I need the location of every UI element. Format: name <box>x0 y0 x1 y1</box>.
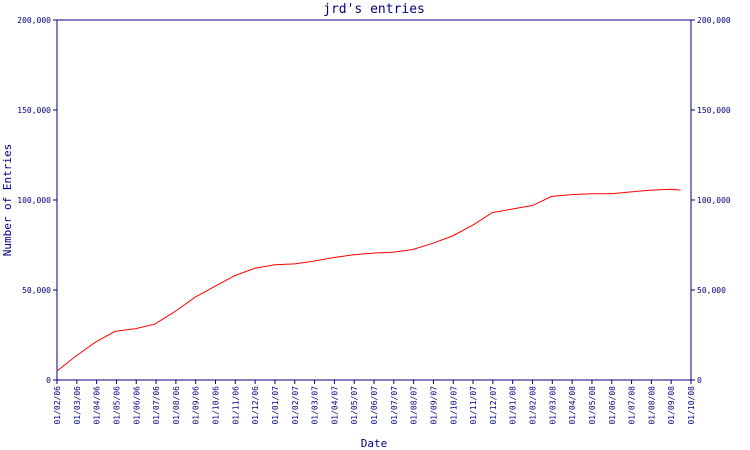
x-tick-label: 01/11/07 <box>469 386 478 425</box>
y-tick-label-right: 50,000 <box>697 286 726 295</box>
x-tick-label: 01/09/06 <box>192 386 201 425</box>
x-tick-label: 01/12/06 <box>251 386 260 425</box>
y-tick-label-right: 100,000 <box>697 196 731 205</box>
x-tick-label: 01/02/06 <box>53 386 62 425</box>
y-axis-right: 0 50,000 100,000 150,000 200,000 <box>691 16 731 385</box>
x-tick-label: 01/06/06 <box>132 386 141 425</box>
y-tick-label-right: 0 <box>697 376 702 385</box>
x-tick-label: 01/10/08 <box>687 386 696 425</box>
x-tick-label: 01/05/08 <box>588 386 597 425</box>
x-tick-label: 01/02/08 <box>529 386 538 425</box>
x-tick-label: 01/05/07 <box>350 386 359 425</box>
x-axis-label: Date <box>361 437 388 450</box>
x-tick-label: 01/08/07 <box>410 386 419 425</box>
series-layer <box>56 188 681 372</box>
x-tick-label: 01/08/08 <box>647 386 656 425</box>
x-tick-label: 01/02/07 <box>291 386 300 425</box>
x-tick-label: 01/05/06 <box>112 386 121 425</box>
x-tick-label: 01/07/08 <box>628 386 637 425</box>
x-tick-label: 01/01/07 <box>271 386 280 425</box>
plot-frame <box>56 19 692 381</box>
x-tick-label: 01/09/07 <box>429 386 438 425</box>
x-tick-label: 01/10/06 <box>212 386 221 425</box>
x-tick-label: 01/11/06 <box>231 386 240 425</box>
x-tick-label: 01/09/08 <box>667 386 676 425</box>
y-tick-label-left: 150,000 <box>17 106 51 115</box>
x-tick-label: 01/03/07 <box>311 386 320 425</box>
y-tick-label-left: 200,000 <box>17 16 51 25</box>
x-tick-label: 01/07/07 <box>390 386 399 425</box>
x-tick-label: 01/03/08 <box>548 386 557 425</box>
chart-title: jrd's entries <box>323 2 425 17</box>
x-tick-label: 01/04/08 <box>568 386 577 425</box>
y-axis-left: 0 50,000 100,000 150,000 200,000 <box>17 16 57 385</box>
x-tick-label: 01/06/07 <box>370 386 379 425</box>
y-tick-label-left: 50,000 <box>22 286 51 295</box>
y-tick-label-right: 150,000 <box>697 106 731 115</box>
x-tick-label: 01/07/06 <box>152 386 161 425</box>
x-tick-label: 01/06/08 <box>608 386 617 425</box>
x-tick-label: 01/04/06 <box>93 386 102 425</box>
x-tick-label: 01/04/07 <box>330 386 339 425</box>
y-tick-label-left: 0 <box>46 376 51 385</box>
y-tick-label-left: 100,000 <box>17 196 51 205</box>
y-tick-label-right: 200,000 <box>697 16 731 25</box>
x-tick-label: 01/12/07 <box>489 386 498 425</box>
series-line <box>56 188 681 372</box>
y-axis-label: Number of Entries <box>1 144 14 257</box>
x-tick-label: 01/03/06 <box>73 386 82 425</box>
x-axis: 01/02/06 01/03/06 01/04/06 01/05/06 01/06/06… <box>53 380 696 425</box>
x-tick-label: 01/10/07 <box>449 386 458 425</box>
x-tick-label: 01/01/08 <box>509 386 518 425</box>
x-tick-label: 01/08/06 <box>172 386 181 425</box>
